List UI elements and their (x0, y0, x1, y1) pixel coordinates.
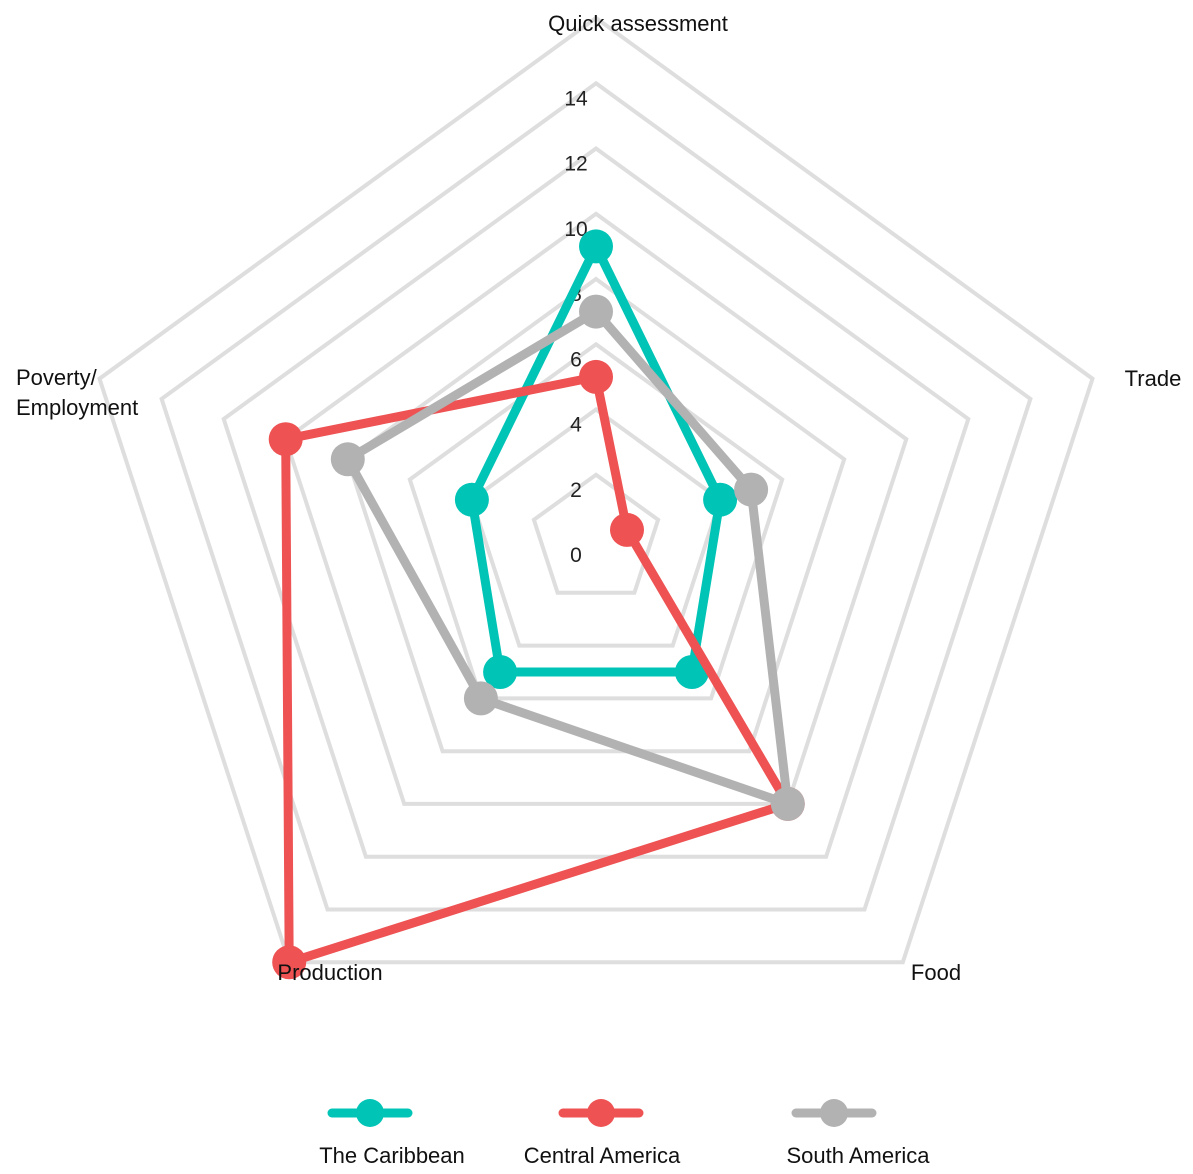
grid-ring-4 (469, 407, 723, 648)
legend-item: South America (786, 1099, 930, 1168)
data-point (268, 422, 303, 457)
axis-label: Poverty/Employment (16, 365, 138, 420)
tick-label: 0 (570, 544, 582, 567)
legend-label: South America (786, 1143, 930, 1168)
axis-label: Quick assessment (548, 11, 728, 36)
grid-ring-12 (221, 146, 971, 859)
data-point (610, 512, 644, 547)
axis-label: Food (911, 960, 961, 985)
series-line (281, 372, 793, 967)
data-point (454, 482, 489, 517)
tick-label: 6 (570, 348, 582, 371)
axis-label: Production (277, 960, 382, 985)
legend-swatch-dot (356, 1099, 384, 1127)
legend-item: Central America (524, 1099, 681, 1168)
grid-ring-2 (531, 472, 661, 595)
data-point (770, 786, 805, 821)
tick-label: 2 (570, 479, 582, 502)
axis-label: Trade (1125, 366, 1182, 391)
data-point (579, 294, 613, 329)
tick-label: 14 (564, 87, 588, 110)
data-point (579, 229, 613, 264)
tick-label: 10 (564, 218, 587, 241)
tick-label: 4 (570, 414, 582, 437)
grid-ring-8 (345, 276, 847, 754)
legend-label: Central America (524, 1143, 681, 1168)
grid-ring-10 (283, 211, 909, 806)
legend-swatch-dot (820, 1099, 848, 1127)
data-point (330, 442, 365, 477)
data-point (272, 945, 307, 980)
radar-series (268, 229, 805, 980)
grid-ring-14 (159, 80, 1033, 912)
data-point (463, 681, 498, 716)
grid-ring-6 (407, 341, 785, 701)
legend-swatch-dot (587, 1099, 615, 1127)
data-point (579, 359, 613, 394)
data-point (483, 655, 518, 689)
legend-label: The Caribbean (319, 1143, 465, 1168)
data-point (734, 472, 769, 507)
axis-labels: Quick assessment Trade Food Production Pover… (16, 11, 1181, 985)
data-point (703, 482, 738, 517)
series-2 (330, 294, 805, 821)
legend: The Caribbean Central America South Americ… (319, 1099, 930, 1168)
series-line (467, 241, 725, 677)
grid-ring-16 (97, 15, 1095, 965)
series-line (343, 307, 793, 809)
tick-label: 12 (564, 153, 587, 176)
legend-item: The Caribbean (319, 1099, 465, 1168)
radar-grid (97, 15, 1095, 965)
